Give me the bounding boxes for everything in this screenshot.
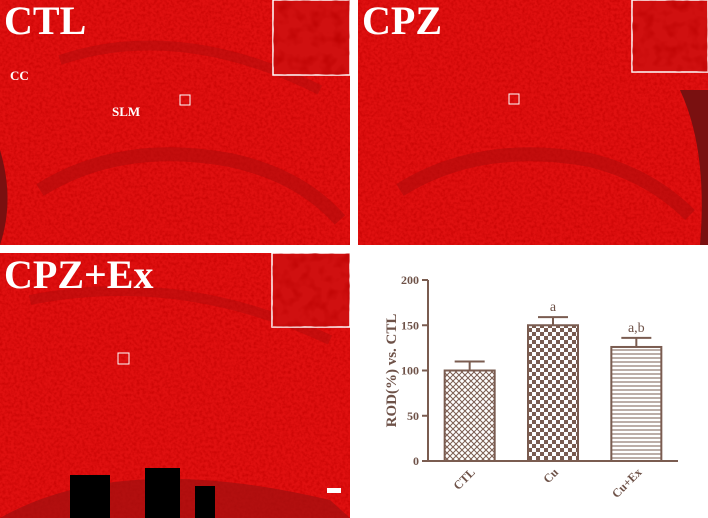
region-label: CC — [10, 68, 29, 83]
y-tick-label: 0 — [413, 454, 419, 468]
bar — [610, 345, 663, 462]
x-tick-label: CTL — [450, 465, 477, 492]
y-axis-label: ROD(%) vs. CTL — [384, 314, 400, 428]
significance-label: a — [550, 300, 557, 315]
micrograph-cpz: CPZ — [358, 0, 708, 245]
y-tick-label: 150 — [401, 318, 419, 332]
panel-label: CPZ+Ex — [4, 252, 153, 297]
micrograph-ctl: CTL CC SLM — [0, 0, 351, 245]
bar — [527, 324, 579, 462]
panel-label: CPZ — [362, 0, 442, 43]
micrograph-cpz-ex: CPZ+Ex — [0, 252, 351, 518]
y-tick-label: 200 — [401, 273, 419, 287]
panel-label: CTL — [4, 0, 86, 43]
y-tick-label: 100 — [401, 364, 419, 378]
region-label: SLM — [112, 104, 140, 119]
x-tick-label: Cu — [540, 465, 561, 486]
significance-label: a,b — [628, 321, 645, 336]
y-tick-label: 50 — [407, 409, 419, 423]
x-tick-label: Cu+Ex — [609, 465, 644, 500]
bar — [443, 369, 496, 462]
bar-chart: 0 50 100 150 200 ROD(%) vs. CTL CTL Cu a Cu+Ex a,b — [384, 273, 678, 501]
